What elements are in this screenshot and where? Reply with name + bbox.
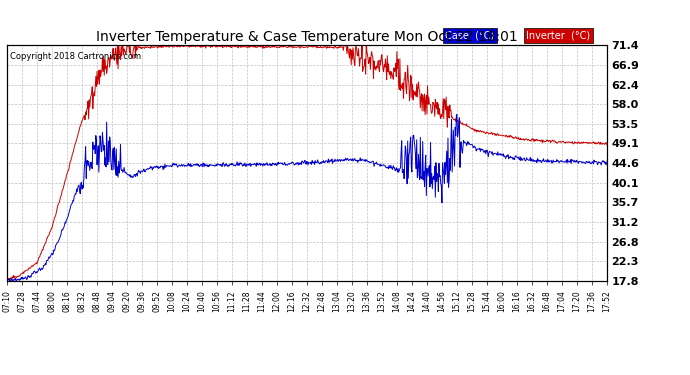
Text: Copyright 2018 Cartronics.com: Copyright 2018 Cartronics.com [10, 52, 141, 61]
Text: Inverter  (°C): Inverter (°C) [526, 30, 590, 40]
Text: Case  (°C): Case (°C) [445, 30, 494, 40]
Title: Inverter Temperature & Case Temperature Mon Oct 22 18:01: Inverter Temperature & Case Temperature … [96, 30, 518, 44]
